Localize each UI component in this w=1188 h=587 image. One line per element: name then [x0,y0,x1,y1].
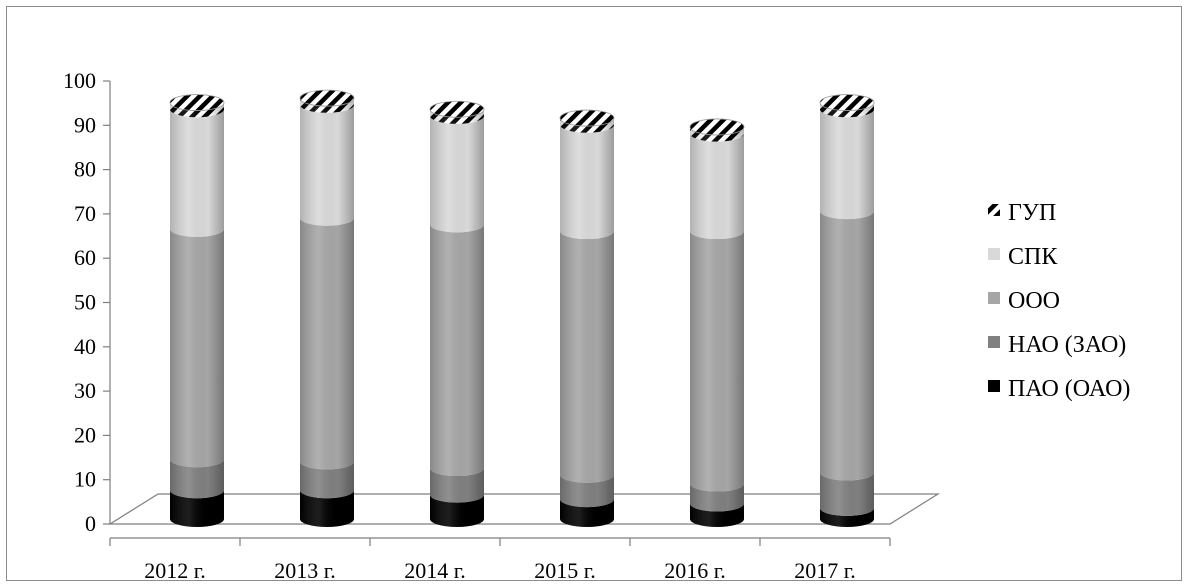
bar-segment-shading [170,109,224,237]
legend-item: ООО [988,288,1060,314]
legend-label: ГУП [1008,200,1056,226]
bar-segment-shading [690,134,744,239]
bar-top-cap [300,90,354,106]
x-tick-label: 2012 г. [144,558,206,583]
legend-swatch [988,336,1000,348]
y-tick-label: 80 [74,157,96,182]
y-tick-label: 10 [74,467,96,492]
legend-item: ПАО (ОАО) [988,376,1130,402]
chart-floor [110,494,938,524]
bar-stack [560,110,614,527]
bar-stack [690,119,744,527]
bar-segment-shading [820,109,874,219]
y-tick-label: 90 [74,112,96,137]
legend-item: СПК [988,244,1058,270]
x-tick-label: 2015 г. [534,558,596,583]
y-tick-label: 60 [74,245,96,270]
x-tick-label: 2014 г. [404,558,466,583]
bar-segment-shading [690,231,744,492]
legend-label: ПАО (ОАО) [1008,376,1130,402]
y-tick-label: 20 [74,422,96,447]
y-tick-label: 0 [85,511,96,536]
y-tick-label: 70 [74,201,96,226]
bar-segment-shading [560,125,614,239]
legend-label: ООО [1008,288,1060,314]
bar-stack [820,95,874,527]
legend-swatch [988,292,1000,304]
bar-segment-shading [560,231,614,483]
y-tick-label: 40 [74,334,96,359]
bar-top-cap [170,95,224,111]
bar-segment-shading [820,211,874,480]
bar-stack [430,101,484,527]
legend-label: НАО (ЗАО) [1008,332,1126,358]
y-tick-label: 100 [63,68,96,93]
bar-segment-shading [300,218,354,470]
bar-stack [300,90,354,527]
legend-item: НАО (ЗАО) [988,332,1126,358]
y-tick-label: 30 [74,378,96,403]
bar-segment-shading [430,224,484,476]
legend-swatch [988,204,1000,216]
bar-segment-shading [170,229,224,467]
y-tick-label: 50 [74,290,96,315]
x-tick-label: 2013 г. [274,558,336,583]
legend-label: СПК [1008,244,1058,270]
legend-item: ГУП [988,200,1056,226]
x-tick-label: 2016 г. [664,558,726,583]
bar-top-cap [560,110,614,126]
bar-top-cap [820,95,874,111]
bar-top-cap [430,101,484,117]
bar-top-cap [690,119,744,135]
x-tick-label: 2017 г. [794,558,856,583]
bar-segment-shading [430,116,484,233]
bar-stack [170,95,224,527]
legend-swatch [988,380,1000,392]
bar-segment-shading [300,105,354,226]
legend-swatch [988,248,1000,260]
